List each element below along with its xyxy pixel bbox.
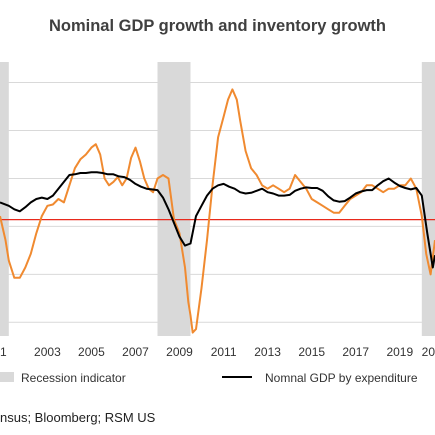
legend-swatch-recession — [0, 372, 14, 382]
inventory-growth-line — [0, 88, 435, 334]
x-tick-label: 2005 — [78, 345, 105, 359]
x-tick-label: 2009 — [166, 345, 193, 359]
recession-band — [157, 62, 191, 336]
gdp-growth-line — [0, 171, 435, 269]
x-tick-label: 2003 — [34, 345, 61, 359]
source-note: nsus; Bloomberg; RSM US — [0, 410, 156, 425]
x-tick-label: 20 — [422, 345, 435, 359]
x-tick-label: 2015 — [298, 345, 325, 359]
legend-label-recession: Recession indicator — [21, 371, 126, 385]
x-tick-label: 2017 — [342, 345, 369, 359]
x-axis-tick-labels: 1 2003 2005 2007 2009 2011 2013 2015 2017 2019 20 — [0, 345, 435, 359]
chart-title: Nominal GDP growth and inventory growth — [48, 17, 387, 35]
x-tick-label: 2011 — [211, 345, 237, 359]
x-tick-label: 2013 — [254, 345, 281, 359]
x-tick-label: 1 — [0, 345, 7, 359]
x-tick-label: 2019 — [386, 345, 413, 359]
legend: Recession indicator Nomnal GDP by expend… — [0, 371, 418, 385]
x-tick-label: 2007 — [122, 345, 149, 359]
legend-label-gdp: Nomnal GDP by expenditure — [265, 371, 418, 385]
recession-band — [0, 62, 9, 336]
grid-lines — [0, 82, 435, 323]
recession-band — [421, 62, 435, 336]
